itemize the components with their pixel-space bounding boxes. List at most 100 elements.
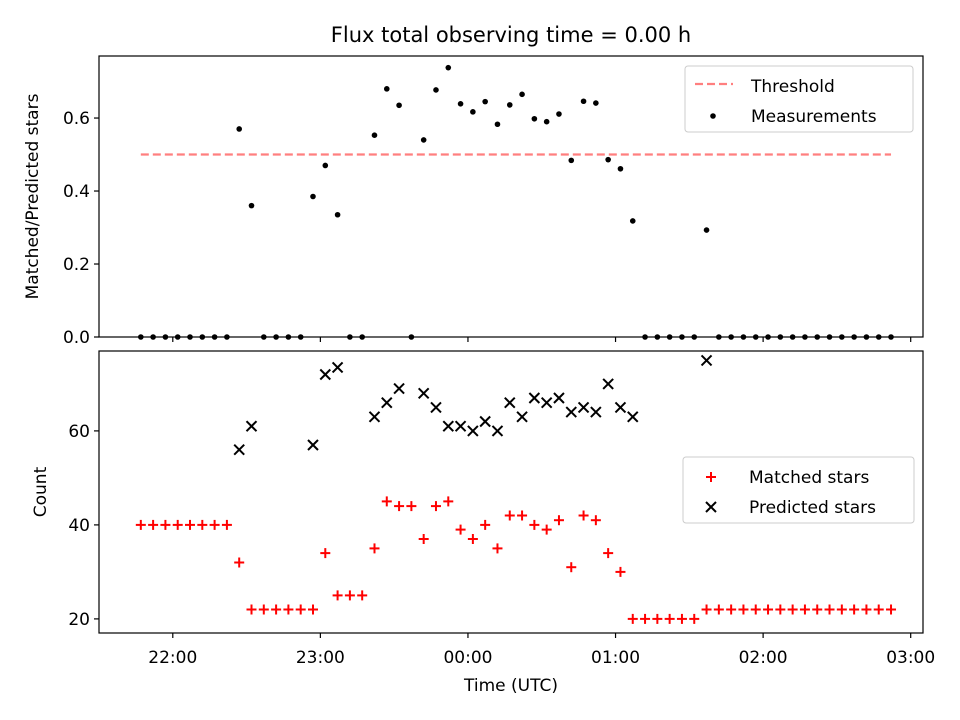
measurement-point [691,334,698,340]
matched-star-point [185,519,196,530]
matched-star-point [553,515,564,526]
matched-star-point [394,501,405,512]
predicted-star-point [590,406,602,418]
matched-star-point [775,604,786,615]
matched-star-point [135,519,146,530]
predicted-star-point [233,443,245,456]
measurement-point [777,334,784,340]
matched-star-point [886,604,897,615]
measurement-point [531,115,538,122]
x-tick-label: 01:00 [591,648,640,668]
measurement-point [593,100,599,106]
matched-star-point [320,548,331,559]
measurement-point [789,334,796,340]
y-tick-label: 0.6 [63,109,90,129]
predicted-star-point [504,396,516,409]
predicted-star-point [245,420,258,432]
matched-star-point [689,613,700,624]
measurement-point [728,334,734,340]
legend-box [684,65,914,133]
predicted-star-point [381,396,393,409]
measurement-point [580,98,587,105]
matched-star-point [209,519,220,530]
matched-star-point [529,519,540,530]
y-axis-label: Matched/Predicted stars [23,93,43,299]
x-tick-label: 00:00 [443,648,492,668]
matched-star-point [480,519,491,530]
measurement-point [679,334,685,340]
matched-star-point [603,548,614,559]
matched-star-point [713,604,724,615]
predicted-star-point [700,354,713,367]
predicted-star-point [602,378,614,390]
matched-star-point [873,604,884,615]
matched-star-point [443,496,454,507]
legend-measurement-swatch [710,113,716,119]
measurement-point [236,126,243,132]
matched-star-point [369,543,380,554]
measurement-point [506,102,513,108]
measurement-point [248,202,255,209]
measurement-point [826,334,833,340]
matched-star-point [652,613,663,624]
predicted-star-point [528,392,541,404]
predicted-star-point [430,401,442,414]
matched-star-point [763,604,774,615]
measurement-point [457,101,464,107]
predicted-star-point [614,401,627,414]
matched-star-point [344,590,355,601]
y-tick-label: 60 [68,422,90,442]
matched-star-point [504,510,515,521]
matched-star-point [664,613,675,624]
predicted-star-point [467,425,479,437]
measurement-point [261,334,267,340]
top-panel: 0.0 0.2 0.4 0.6 Matched/Predicted stars Thres… [23,55,924,348]
y-tick-label: 0.4 [63,182,90,202]
measurement-point [654,334,661,340]
measurement-point [371,132,378,138]
matched-star-point [332,590,343,601]
measurement-point [445,64,452,71]
predicted-star-point [491,425,504,437]
axes-frame [98,55,924,338]
legend-label: Matched stars [749,468,869,488]
predicted-star-point [368,411,381,423]
matched-star-point [221,519,232,530]
y-tick-label: 20 [68,610,90,630]
matched-star-point [676,613,687,624]
matched-star-point [640,613,651,624]
x-tick-label: 03:00 [886,648,935,668]
matched-star-point [418,534,429,544]
measurement-point [875,334,882,340]
measurement-point [310,193,316,200]
measurement-point [285,334,292,340]
measurement-point [150,334,156,340]
legend-matched-swatch [706,472,716,482]
legend-label: Threshold [750,77,835,97]
matched-star-point [467,534,478,544]
matched-star-point [160,519,171,530]
measurement-point [568,157,575,164]
matched-star-point [517,510,528,521]
measurement-point [359,334,365,340]
measurement-point [519,91,525,98]
matched-star-point [234,557,245,568]
matched-star-point [295,604,306,615]
measurement-point [814,334,821,340]
predicted-star-point [565,406,577,418]
matched-star-point [836,604,847,615]
matched-star-point [283,604,294,615]
measurement-point [666,334,673,340]
axes-frame [98,350,924,634]
y-axis-label: Count [31,466,51,517]
x-axis-label: Time (UTC) [463,676,558,696]
x-tick-label: 23:00 [296,648,345,668]
matched-star-point [307,604,318,615]
matched-star-point [627,613,638,624]
matched-star-point [726,604,737,615]
bottom-panel: 20 40 60 22:00 23:00 00:00 01:00 02:00 03:00 Coun… [31,350,935,696]
measurement-point [420,137,427,143]
measurement-point [174,334,181,340]
measurement-point [408,334,415,340]
